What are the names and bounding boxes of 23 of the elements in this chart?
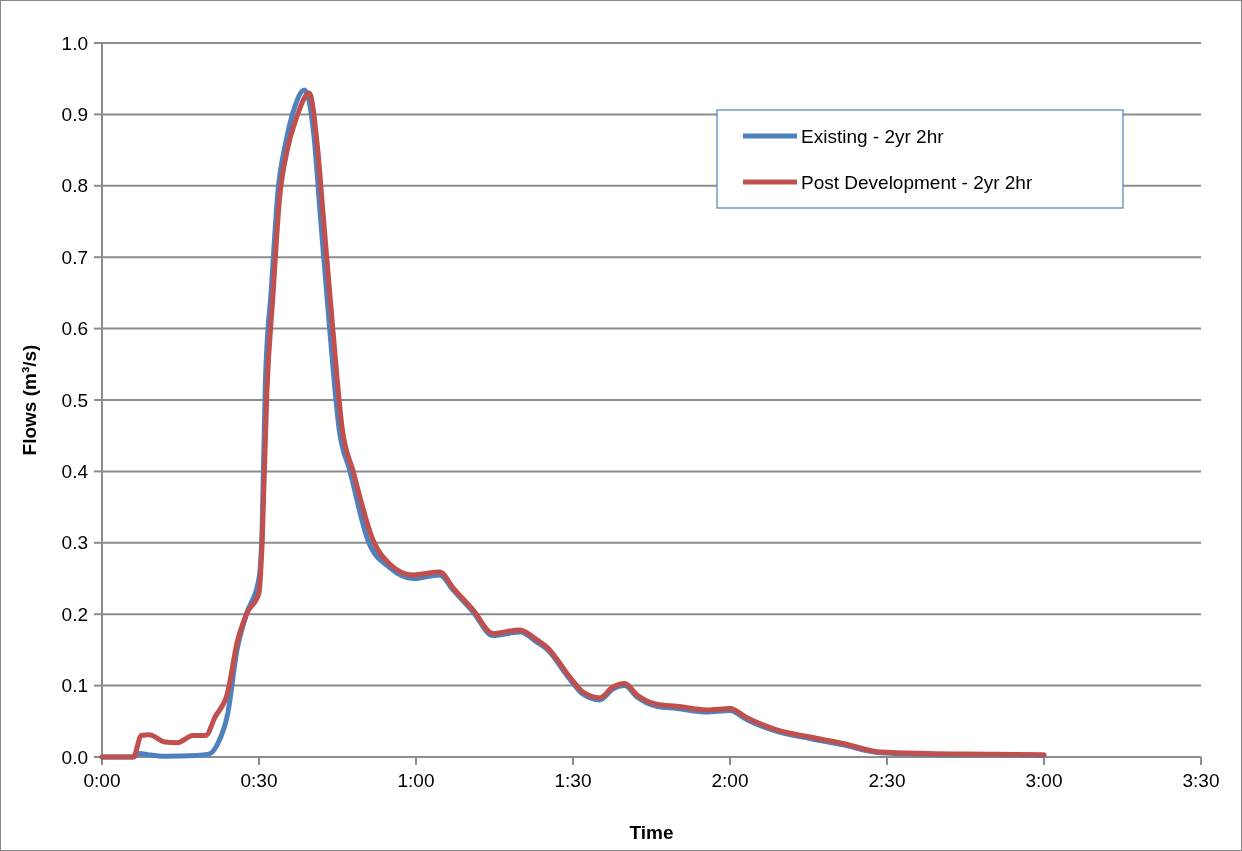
x-tick-label: 2:00 — [711, 770, 749, 791]
y-tick-label: 0.9 — [61, 104, 88, 126]
x-tick-label: 2:30 — [868, 770, 906, 791]
y-tick-label: 0.1 — [61, 675, 88, 697]
x-tick-label: 0:00 — [83, 770, 121, 791]
y-tick-label: 0.5 — [61, 389, 88, 411]
y-tick-label: 0.3 — [61, 532, 88, 554]
y-tick-label: 0.2 — [61, 603, 88, 625]
x-tick-label: 3:00 — [1025, 770, 1063, 791]
y-tick-label: 0.8 — [61, 175, 88, 197]
x-tick-label: 0:30 — [240, 770, 278, 791]
y-tick-label: 0.7 — [61, 246, 88, 268]
y-tick-label: 1.0 — [61, 32, 88, 54]
y-tick-label: 0.0 — [61, 746, 88, 768]
x-tick-label: 3:30 — [1182, 770, 1220, 791]
x-tick-label: 1:00 — [397, 770, 435, 791]
y-axis-title: Flows (m³/s) — [19, 344, 40, 456]
y-tick-label: 0.6 — [61, 318, 88, 340]
x-axis-title: Time — [629, 822, 674, 843]
y-tick-label: 0.4 — [61, 461, 89, 483]
legend-label: Existing - 2yr 2hr — [801, 125, 945, 147]
x-tick-label: 1:30 — [554, 770, 592, 791]
legend-label: Post Development - 2yr 2hr — [801, 171, 1033, 193]
